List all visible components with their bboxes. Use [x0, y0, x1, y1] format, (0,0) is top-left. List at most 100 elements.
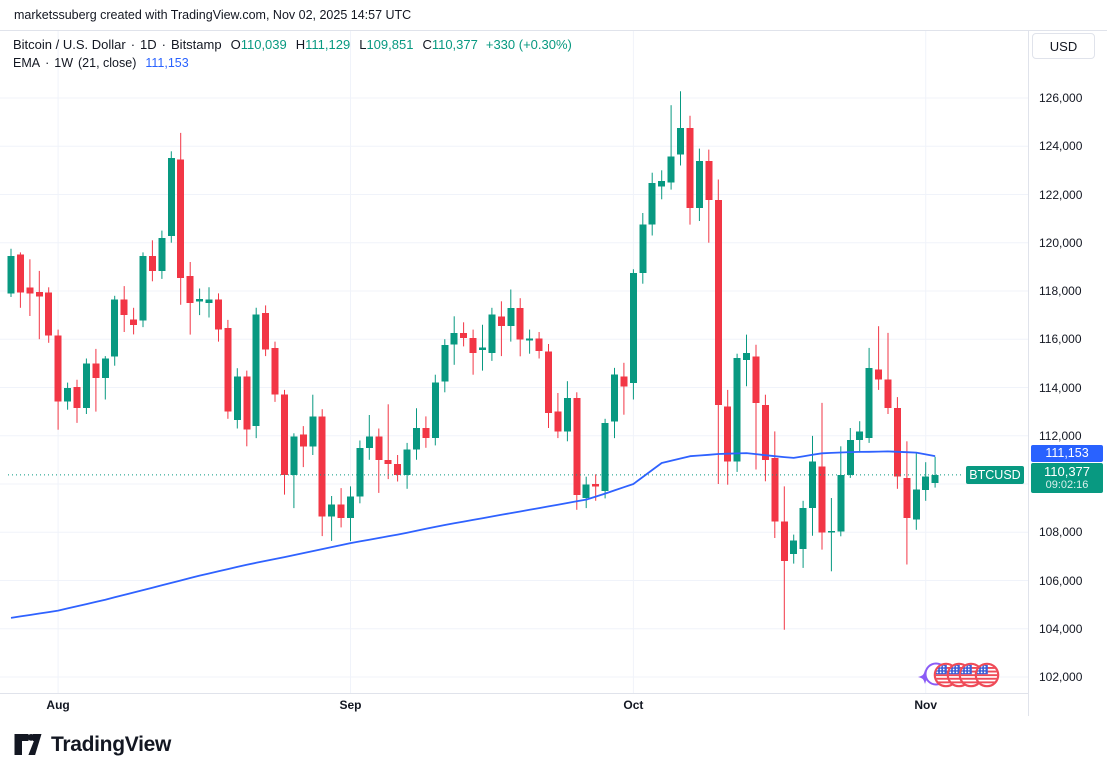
candle-down: [35, 291, 43, 297]
candle-up: [365, 436, 373, 448]
candle-down: [761, 404, 769, 460]
candle-up: [912, 489, 920, 520]
price-axis-label: 116,000: [1039, 332, 1082, 347]
candle-down: [469, 338, 477, 353]
indicator-name: EMA: [13, 55, 41, 70]
tradingview-logo[interactable]: TradingView: [14, 732, 171, 757]
candle-up: [733, 358, 741, 462]
candle-up: [488, 314, 496, 353]
ema-line: [10, 450, 936, 619]
chart-legend: Bitcoin / U.S. Dollar · 1D · Bitstamp O1…: [13, 35, 572, 71]
candle-down: [875, 369, 883, 380]
candle-down: [262, 312, 270, 350]
candle-up: [507, 307, 515, 327]
price-axis-label: 106,000: [1039, 573, 1083, 588]
candle-down: [148, 256, 156, 272]
candle-down: [177, 159, 185, 278]
candle-down: [26, 287, 34, 294]
indicator-params: (21, close): [78, 55, 137, 70]
candle-up: [526, 338, 534, 341]
ohlc-high: H111,129: [295, 36, 351, 52]
candle-up: [922, 476, 930, 490]
candle-up: [856, 431, 864, 440]
price-axis[interactable]: USD 111,153 110,377 09:02:16 126,000 124,…: [1028, 31, 1107, 716]
price-axis-label: 104,000: [1039, 621, 1083, 636]
candle-up: [252, 314, 260, 427]
candle-up: [582, 484, 590, 498]
price-axis-label: 102,000: [1039, 670, 1083, 684]
legend-separator: ·: [130, 36, 136, 52]
candle-up: [563, 398, 571, 432]
candle-up: [846, 439, 854, 475]
candle-down: [516, 307, 524, 340]
event-stickers[interactable]: [918, 662, 1000, 688]
price-axis-label: 108,000: [1039, 525, 1083, 540]
ohlc-low: L109,851: [359, 36, 414, 52]
candle-up: [441, 344, 449, 382]
indicator-value: 111,153: [145, 55, 189, 70]
time-axis-label: Nov: [914, 698, 938, 712]
candle-up: [196, 299, 204, 302]
time-axis-label: Sep: [339, 698, 362, 712]
candle-down: [375, 436, 383, 460]
candle-down: [752, 356, 760, 404]
price-axis-label: 118,000: [1039, 284, 1082, 298]
candle-down: [893, 408, 901, 477]
candle-down: [45, 292, 53, 336]
currency-toggle-button[interactable]: USD: [1032, 33, 1095, 59]
candle-up: [309, 416, 317, 447]
symbol-interval: 1D: [140, 36, 157, 52]
candle-up: [865, 367, 873, 439]
candle-up: [158, 237, 166, 272]
symbol-exchange: Bitstamp: [171, 36, 222, 52]
time-axis-label: Aug: [46, 698, 70, 712]
candle-up: [139, 256, 147, 321]
candle-down: [215, 299, 222, 330]
candle-up: [809, 461, 816, 508]
indicator-timeframe: 1W: [54, 55, 74, 70]
candle-up: [479, 347, 486, 350]
last-price-value: 110,377: [1043, 463, 1091, 479]
time-axis-label: Oct: [623, 698, 644, 712]
chart-frame: Bitcoin / U.S. Dollar · 1D · Bitstamp O1…: [0, 30, 1107, 716]
candle-up: [64, 387, 72, 402]
ema-price-badge: 111,153: [1031, 444, 1103, 462]
candle-up: [290, 436, 298, 475]
candle-up: [629, 272, 637, 383]
candle-up: [658, 181, 666, 187]
candle-down: [573, 398, 581, 495]
time-axis[interactable]: Aug Sep Oct Nov: [0, 693, 1028, 716]
candle-down: [186, 276, 194, 303]
candle-up: [648, 182, 656, 225]
candle-down: [686, 127, 694, 208]
candle-down: [73, 387, 81, 408]
candle-down: [460, 332, 468, 338]
price-axis-label: 114,000: [1039, 380, 1082, 395]
chart-canvas[interactable]: [0, 31, 1028, 693]
candle-down: [592, 484, 600, 487]
candle-up: [827, 531, 835, 533]
candle-up: [601, 422, 609, 492]
candle-up: [677, 127, 684, 155]
legend-separator: ·: [45, 55, 50, 70]
symbol-legend-row[interactable]: Bitcoin / U.S. Dollar · 1D · Bitstamp O1…: [13, 35, 572, 53]
candle-down: [903, 477, 911, 518]
ohlc-close: C110,377: [422, 36, 478, 52]
candle-up: [356, 448, 364, 497]
candle-down: [884, 379, 892, 408]
price-axis-label: 124,000: [1039, 139, 1083, 154]
candle-up: [790, 540, 798, 554]
candle-up: [667, 156, 675, 183]
candle-up: [837, 474, 845, 532]
candle-down: [394, 464, 402, 475]
candle-up: [233, 376, 241, 420]
price-axis-label: 112,000: [1039, 428, 1082, 443]
indicator-legend-row[interactable]: EMA · 1W (21, close) 111,153: [13, 54, 572, 71]
legend-separator: ·: [161, 36, 167, 52]
candle-down: [724, 406, 732, 462]
candle-down: [714, 199, 722, 405]
candle-down: [271, 347, 279, 395]
symbol-title: Bitcoin / U.S. Dollar: [13, 36, 126, 52]
candle-up: [328, 504, 336, 517]
candle-down: [384, 459, 392, 465]
